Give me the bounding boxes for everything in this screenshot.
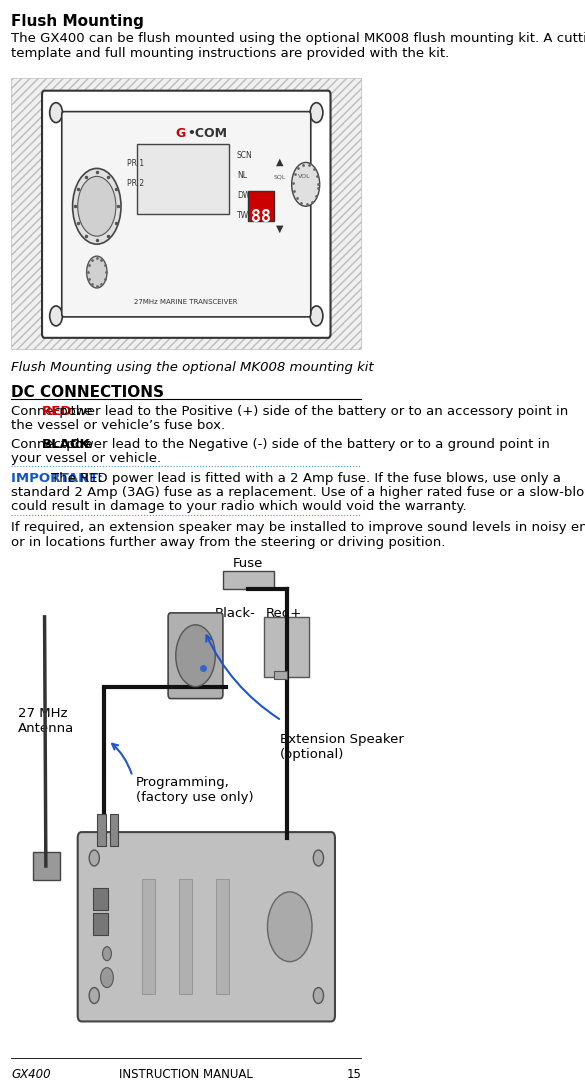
Circle shape bbox=[73, 168, 121, 244]
Text: If required, an extension speaker may be installed to improve sound levels in no: If required, an extension speaker may be… bbox=[12, 521, 585, 550]
Text: Connect the: Connect the bbox=[12, 438, 97, 451]
Text: 15: 15 bbox=[346, 1068, 361, 1081]
Circle shape bbox=[50, 103, 63, 122]
Text: standard 2 Amp (3AG) fuse as a replacement. Use of a higher rated fuse or a slow: standard 2 Amp (3AG) fuse as a replaceme… bbox=[12, 487, 585, 500]
Text: the vessel or vehicle’s fuse box.: the vessel or vehicle’s fuse box. bbox=[12, 418, 226, 431]
Bar bbox=[223, 571, 274, 589]
Text: NL: NL bbox=[237, 171, 247, 180]
Text: Fuse: Fuse bbox=[233, 557, 264, 570]
FancyBboxPatch shape bbox=[42, 91, 331, 338]
Text: TW: TW bbox=[237, 211, 249, 220]
Text: Extension Speaker
(optional): Extension Speaker (optional) bbox=[280, 734, 404, 761]
Circle shape bbox=[267, 892, 312, 962]
Text: VOL: VOL bbox=[298, 175, 311, 179]
Bar bbox=[249, 192, 274, 221]
Bar bbox=[93, 888, 108, 909]
Text: INSTRUCTION MANUAL: INSTRUCTION MANUAL bbox=[119, 1068, 253, 1081]
Bar bbox=[93, 913, 108, 934]
Bar bbox=[264, 617, 309, 676]
Circle shape bbox=[310, 103, 323, 122]
FancyBboxPatch shape bbox=[78, 833, 335, 1021]
Text: power lead to the Positive (+) side of the battery or to an accessory point in: power lead to the Positive (+) side of t… bbox=[56, 404, 569, 417]
Circle shape bbox=[314, 850, 324, 866]
Circle shape bbox=[314, 988, 324, 1004]
Circle shape bbox=[89, 988, 99, 1004]
Circle shape bbox=[102, 946, 112, 960]
FancyBboxPatch shape bbox=[168, 612, 223, 698]
Bar bbox=[142, 879, 155, 994]
Text: The RED power lead is fitted with a 2 Amp fuse. If the fuse blows, use only a: The RED power lead is fitted with a 2 Am… bbox=[51, 473, 561, 486]
Text: Flush Mounting: Flush Mounting bbox=[12, 14, 144, 29]
Bar bbox=[33, 852, 60, 880]
Text: The GX400 can be flush mounted using the optional MK008 flush mounting kit. A cu: The GX400 can be flush mounted using the… bbox=[12, 31, 585, 60]
Text: Red+: Red+ bbox=[265, 607, 301, 620]
Circle shape bbox=[101, 968, 113, 988]
Text: DW: DW bbox=[237, 192, 250, 201]
Text: Black-: Black- bbox=[215, 607, 256, 620]
Bar bbox=[179, 879, 192, 994]
Text: ▲: ▲ bbox=[277, 156, 284, 167]
Circle shape bbox=[89, 850, 99, 866]
Text: DC CONNECTIONS: DC CONNECTIONS bbox=[12, 385, 164, 400]
Bar bbox=[216, 879, 229, 994]
Text: ▼: ▼ bbox=[277, 224, 284, 234]
Polygon shape bbox=[12, 78, 361, 349]
Text: BLACK: BLACK bbox=[42, 438, 90, 451]
Text: G: G bbox=[176, 127, 186, 140]
Circle shape bbox=[87, 256, 107, 288]
Text: could result in damage to your radio which would void the warranty.: could result in damage to your radio whi… bbox=[12, 500, 467, 513]
Text: PR 2: PR 2 bbox=[128, 179, 144, 189]
Circle shape bbox=[310, 306, 323, 326]
Text: 88: 88 bbox=[251, 208, 271, 227]
Text: 27 MHz
Antenna: 27 MHz Antenna bbox=[18, 707, 74, 735]
Circle shape bbox=[50, 306, 63, 326]
Text: IMPORTANT:: IMPORTANT: bbox=[12, 473, 108, 486]
Bar bbox=[274, 671, 287, 679]
Text: 27MHz MARINE TRANSCEIVER: 27MHz MARINE TRANSCEIVER bbox=[134, 299, 238, 305]
Circle shape bbox=[176, 624, 215, 686]
Text: •COM: •COM bbox=[187, 127, 227, 140]
Bar bbox=[137, 144, 229, 215]
Text: Programming,
(factory use only): Programming, (factory use only) bbox=[136, 776, 253, 804]
Text: RED: RED bbox=[42, 404, 72, 417]
Text: power lead to the Negative (-) side of the battery or to a ground point in: power lead to the Negative (-) side of t… bbox=[63, 438, 550, 451]
Text: Connect the: Connect the bbox=[12, 404, 97, 417]
Text: Flush Mounting using the optional MK008 mounting kit: Flush Mounting using the optional MK008 … bbox=[12, 361, 374, 374]
Text: SCN: SCN bbox=[237, 152, 253, 160]
Text: SQL: SQL bbox=[274, 175, 286, 179]
FancyBboxPatch shape bbox=[62, 112, 311, 317]
Circle shape bbox=[78, 177, 116, 236]
Text: your vessel or vehicle.: your vessel or vehicle. bbox=[12, 452, 161, 465]
Bar bbox=[109, 814, 118, 846]
Text: PR 1: PR 1 bbox=[128, 159, 144, 168]
Bar bbox=[97, 814, 106, 846]
Text: GX400: GX400 bbox=[12, 1068, 51, 1081]
Circle shape bbox=[292, 163, 319, 206]
